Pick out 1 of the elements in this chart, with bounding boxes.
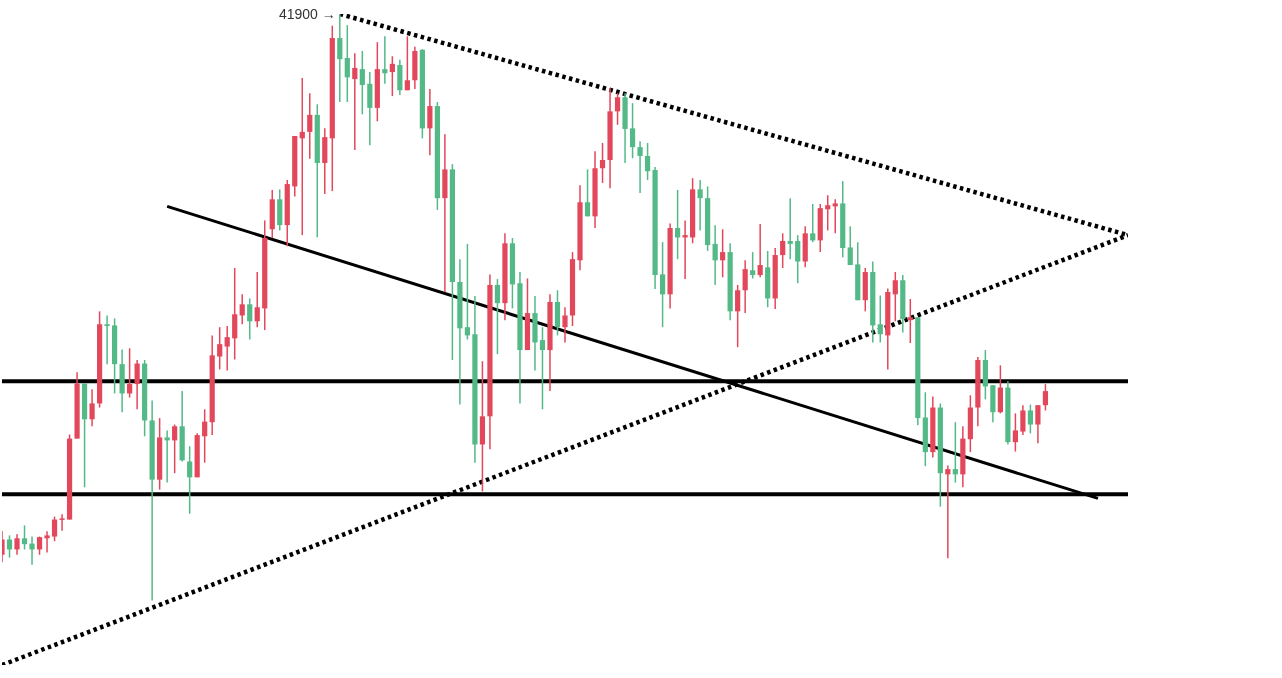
annotation: 41900 →: [278, 5, 336, 22]
